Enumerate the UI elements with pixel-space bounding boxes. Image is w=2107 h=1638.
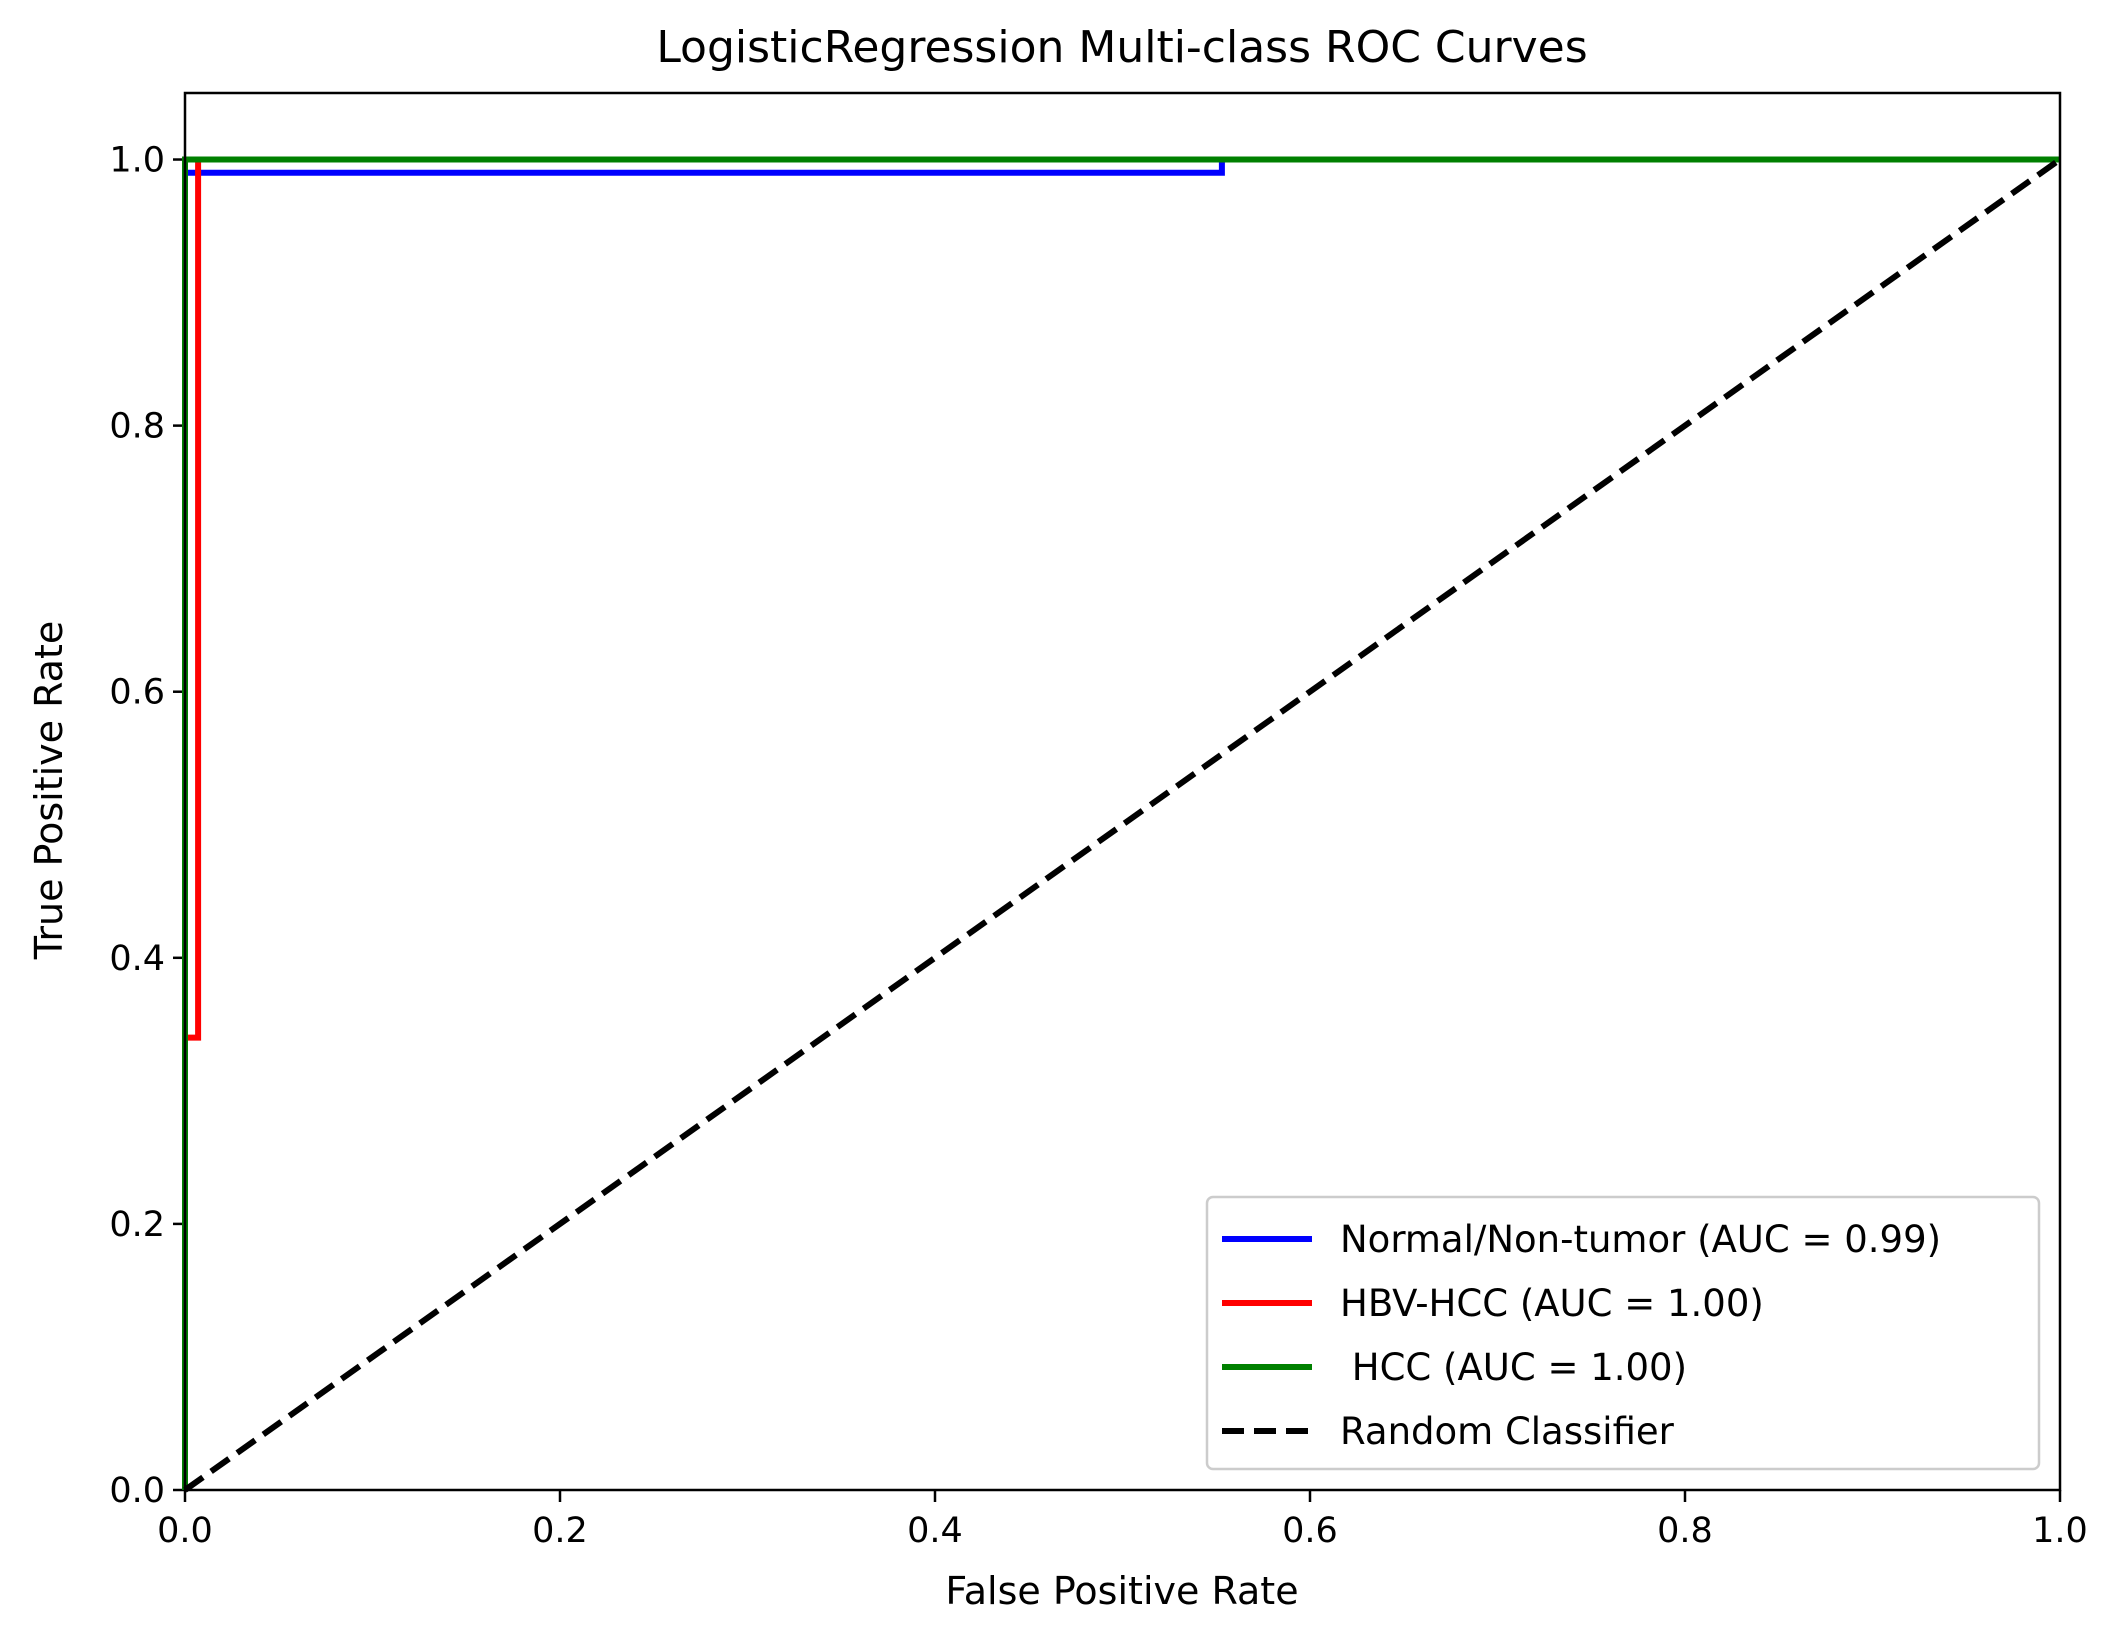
x-tick-label: 0.8 bbox=[1657, 1511, 1713, 1551]
x-tick-label: 0.4 bbox=[907, 1511, 963, 1551]
y-tick-label: 0.8 bbox=[109, 407, 165, 447]
plot-frame bbox=[183, 91, 2062, 1492]
ticks-layer: 0.0 0.2 0.4 0.6 0.8 1.0 0.0 0.2 0.4 0.6 0.8 1.0 bbox=[109, 141, 2088, 1551]
x-tick-label: 0.2 bbox=[532, 1511, 588, 1551]
legend: Normal/Non-tumor (AUC = 0.99) HBV-HCC (AU… bbox=[1205, 1195, 2041, 1471]
legend-label-1: HBV-HCC (AUC = 1.00) bbox=[1340, 1282, 1764, 1325]
y-axis-label: True Positive Rate bbox=[27, 621, 71, 961]
x-tick-label: 1.0 bbox=[2032, 1511, 2088, 1551]
x-axis-label: False Positive Rate bbox=[945, 1569, 1298, 1613]
legend-label-0: Normal/Non-tumor (AUC = 0.99) bbox=[1340, 1218, 1941, 1261]
y-tick-label: 0.4 bbox=[109, 939, 165, 979]
legend-box bbox=[1205, 1195, 2041, 1471]
y-tick-label: 1.0 bbox=[109, 141, 165, 181]
legend-label-2: HCC (AUC = 1.00) bbox=[1340, 1346, 1687, 1389]
y-tick-label: 0.6 bbox=[109, 673, 165, 713]
x-tick-label: 0.6 bbox=[1282, 1511, 1338, 1551]
chart-title: LogisticRegression Multi-class ROC Curve… bbox=[656, 22, 1587, 73]
legend-label-3: Random Classifier bbox=[1340, 1410, 1675, 1453]
y-tick-label: 0.2 bbox=[109, 1205, 165, 1245]
x-tick-label: 0.0 bbox=[157, 1511, 213, 1551]
y-tick-label: 0.0 bbox=[109, 1471, 165, 1511]
